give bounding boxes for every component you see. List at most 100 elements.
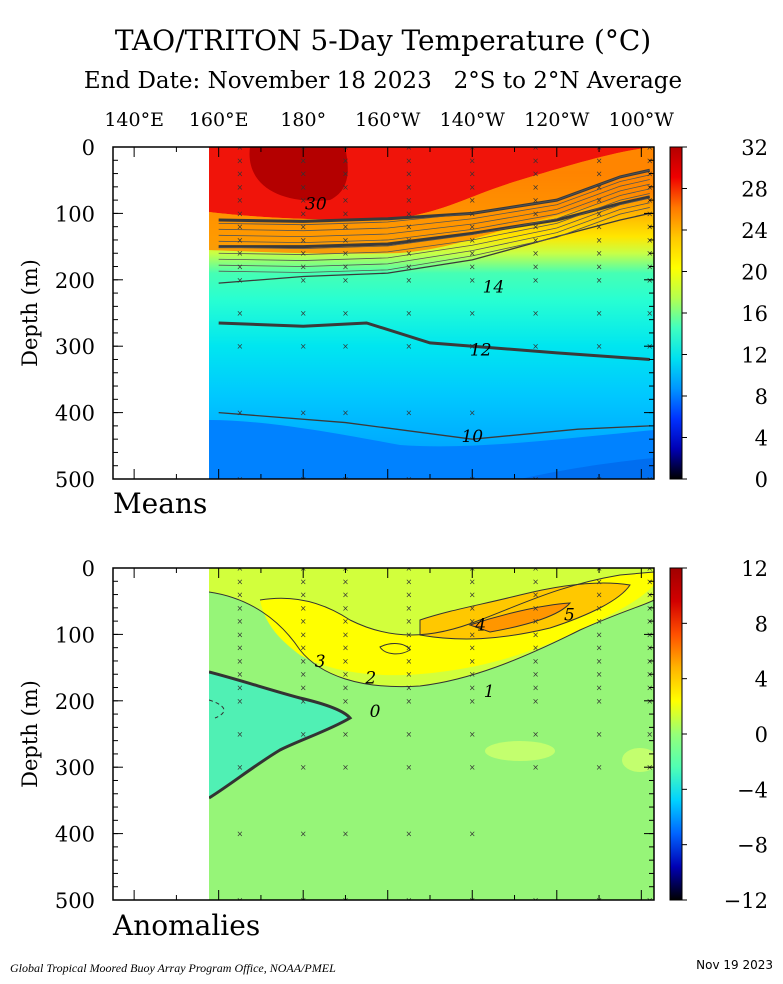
buoy-sample-marker: ×: [532, 670, 539, 679]
thermocline-contour: [218, 197, 650, 261]
y-tick-label: 300: [55, 335, 95, 359]
buoy-sample-marker: ×: [596, 156, 603, 165]
buoy-sample-marker: ×: [300, 276, 307, 285]
buoy-sample-marker: ×: [596, 591, 603, 600]
contour-label: 30: [305, 194, 327, 214]
buoy-sample-marker: ×: [469, 249, 476, 258]
anomaly-contour: [209, 670, 353, 800]
y-tick-label: 100: [55, 623, 95, 647]
buoy-sample-marker: ×: [300, 617, 307, 626]
buoy-sample-marker: ×: [469, 170, 476, 179]
buoy-sample-marker: ×: [406, 342, 413, 351]
x-tick-labels: 140°E 160°E 180° 160°W 140°W 120°W 100°W: [104, 109, 674, 131]
buoy-sample-marker: ×: [406, 236, 413, 245]
buoy-sample-marker: ×: [406, 670, 413, 679]
buoy-sample-marker: ×: [646, 564, 653, 573]
buoy-sample-marker: ×: [300, 684, 307, 693]
buoy-sample-marker: ×: [532, 209, 539, 218]
buoy-sample-marker: ×: [596, 617, 603, 626]
means-colorbar: [669, 146, 683, 480]
colorbar-tick-label: 12: [741, 344, 768, 368]
buoy-sample-marker: ×: [236, 591, 243, 600]
buoy-sample-marker: ×: [532, 896, 539, 905]
buoy-sample-marker: ×: [406, 604, 413, 613]
chart-title: TAO/TRITON 5-Day Temperature (°C): [115, 24, 651, 57]
buoy-sample-marker: ×: [469, 209, 476, 218]
buoy-sample-marker: ×: [596, 730, 603, 739]
colorbar-tick-label: 8: [755, 385, 768, 409]
buoy-sample-marker: ×: [236, 670, 243, 679]
isotherm-10: [218, 411, 650, 440]
buoy-sample-marker: ×: [236, 830, 243, 839]
buoy-sample-marker: ×: [300, 263, 307, 272]
buoy-sample-marker: ×: [596, 223, 603, 232]
buoy-sample-marker: ×: [596, 249, 603, 258]
means-frame: [112, 146, 655, 480]
buoy-sample-marker: ×: [406, 223, 413, 232]
buoy-sample-marker: ×: [532, 196, 539, 205]
buoy-sample-marker: ×: [300, 670, 307, 679]
buoy-sample-marker: ×: [342, 309, 349, 318]
buoy-sample-marker: ×: [532, 143, 539, 152]
means-deepest: [520, 458, 654, 479]
buoy-sample-marker: ×: [596, 657, 603, 666]
buoy-sample-marker: ×: [532, 617, 539, 626]
y-tick-label: 200: [55, 690, 95, 714]
buoy-sample-marker: ×: [236, 644, 243, 653]
buoy-sample-marker: ×: [342, 657, 349, 666]
buoy-sample-marker: ×: [596, 644, 603, 653]
anomaly-contour: [259, 571, 654, 636]
buoy-sample-marker: ×: [300, 591, 307, 600]
colorbar-tick-label: −12: [724, 889, 768, 913]
buoy-sample-marker: ×: [406, 143, 413, 152]
buoy-sample-marker: ×: [532, 156, 539, 165]
buoy-sample-marker: ×: [300, 156, 307, 165]
buoy-sample-marker: ×: [596, 263, 603, 272]
buoy-sample-marker: ×: [469, 156, 476, 165]
chart-subtitle: End Date: November 18 2023 2°S to 2°N Av…: [84, 68, 682, 94]
buoy-sample-marker: ×: [236, 577, 243, 586]
thermocline-contour: [218, 169, 650, 226]
buoy-sample-marker: ×: [236, 896, 243, 905]
buoy-sample-marker: ×: [406, 630, 413, 639]
buoy-sample-marker: ×: [596, 670, 603, 679]
buoy-sample-marker: ×: [236, 156, 243, 165]
buoy-sample-marker: ×: [596, 630, 603, 639]
buoy-sample-marker: ×: [596, 577, 603, 586]
contour-label: 2: [364, 669, 376, 689]
buoy-sample-marker: ×: [236, 409, 243, 418]
y-tick-label: 300: [55, 756, 95, 780]
footer-credit: Global Tropical Moored Buoy Array Progra…: [10, 961, 336, 975]
buoy-sample-marker: ×: [596, 763, 603, 772]
buoy-sample-marker: ×: [532, 730, 539, 739]
buoy-sample-marker: ×: [236, 236, 243, 245]
buoy-sample-marker: ×: [469, 763, 476, 772]
buoy-sample-marker: ×: [469, 223, 476, 232]
buoy-sample-marker: ×: [532, 276, 539, 285]
anomaly-contour: [209, 591, 654, 688]
buoy-sample-marker: ×: [469, 263, 476, 272]
buoy-sample-marker: ×: [236, 342, 243, 351]
anomaly-cold-pool: [209, 672, 350, 798]
buoy-sample-marker: ×: [469, 697, 476, 706]
buoy-sample-marker: ×: [236, 143, 243, 152]
anomalies-panel-label: Anomalies: [112, 909, 260, 942]
buoy-sample-marker: ×: [532, 236, 539, 245]
x-tick-label: 120°W: [524, 109, 590, 131]
isotherm-12: [218, 321, 650, 361]
buoy-sample-marker: ×: [532, 630, 539, 639]
buoy-sample-marker: ×: [342, 196, 349, 205]
buoy-sample-marker: ×: [406, 697, 413, 706]
buoy-sample-marker: ×: [300, 577, 307, 586]
thermocline-contour: [218, 207, 650, 273]
x-tick-label: 140°W: [440, 109, 506, 131]
buoy-sample-marker: ×: [596, 342, 603, 351]
thermocline-contour: [218, 174, 650, 232]
buoy-sample-marker: ×: [236, 684, 243, 693]
buoy-sample-marker: ×: [300, 697, 307, 706]
buoy-sample-marker: ×: [342, 209, 349, 218]
buoy-sample-marker: ×: [342, 342, 349, 351]
y-tick-label: 0: [82, 557, 95, 581]
buoy-sample-marker: ×: [532, 309, 539, 318]
buoy-sample-marker: ×: [532, 684, 539, 693]
